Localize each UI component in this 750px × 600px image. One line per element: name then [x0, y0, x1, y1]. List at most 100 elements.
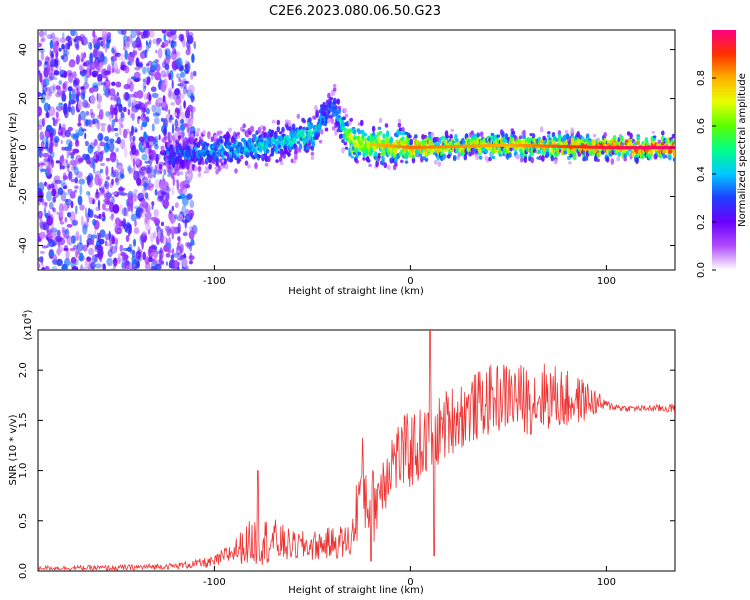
heatmap-x-tick-label: 0: [407, 276, 413, 287]
heatmap-cell: [126, 247, 132, 252]
heatmap-cell: [185, 106, 190, 115]
heatmap-cell: [363, 132, 368, 137]
heatmap-cell: [95, 263, 102, 269]
heatmap-cell: [78, 178, 86, 185]
heatmap-cell: [91, 70, 99, 78]
heatmap-cell: [331, 126, 336, 131]
heatmap-cell: [183, 83, 187, 90]
heatmap-cell: [65, 35, 71, 42]
heatmap-cell: [75, 231, 80, 241]
heatmap-cell: [46, 34, 53, 40]
heatmap-cell: [46, 61, 51, 69]
heatmap-cell: [59, 210, 64, 218]
heatmap-cell: [69, 211, 76, 223]
heatmap-cell: [128, 94, 136, 98]
heatmap-cell: [111, 191, 118, 196]
heatmap-cell: [111, 178, 114, 186]
heatmap-cell: [215, 169, 219, 175]
colorbar-ticks: 0.0 0.2 0.4 0.6 0.8: [696, 70, 716, 278]
snr-series-line: [38, 330, 675, 571]
heatmap-y-tick-label: 40: [18, 43, 29, 56]
heatmap-cell: [278, 131, 283, 135]
heatmap-cell: [133, 193, 137, 202]
heatmap-cell: [173, 171, 177, 176]
heatmap-cell: [81, 40, 84, 45]
heatmap-cell: [152, 168, 157, 179]
heatmap-cell: [131, 102, 134, 112]
heatmap-cell: [42, 94, 46, 98]
heatmap-cell: [163, 168, 167, 176]
heatmap-cell: [537, 149, 542, 154]
heatmap-cell: [120, 112, 125, 122]
heatmap-cell: [154, 138, 158, 143]
heatmap-cell: [531, 133, 536, 139]
heatmap-cell: [99, 229, 106, 238]
heatmap-cell: [517, 138, 522, 144]
heatmap-cell: [38, 263, 41, 269]
heatmap-cell: [100, 82, 107, 86]
heatmap-cell: [53, 76, 58, 81]
heatmap-cell: [74, 139, 80, 147]
heatmap-cell: [104, 180, 110, 190]
heatmap-cell: [153, 244, 158, 251]
heatmap-cell: [96, 215, 99, 219]
heatmap-cell: [123, 83, 131, 90]
heatmap-cell: [46, 229, 53, 235]
heatmap-cell: [160, 83, 167, 93]
heatmap-cell: [86, 241, 89, 248]
heatmap-cell: [111, 56, 115, 67]
heatmap-cell: [176, 138, 181, 142]
heatmap-cell: [148, 154, 153, 166]
heatmap-cell: [74, 84, 78, 94]
heatmap-cell: [170, 102, 175, 106]
heatmap-cell: [189, 226, 194, 232]
heatmap-cell: [508, 152, 512, 158]
heatmap-cell: [109, 138, 115, 144]
heatmap-cell: [95, 206, 99, 212]
heatmap-cell: [52, 36, 60, 45]
heatmap-cell: [61, 43, 65, 50]
heatmap-cell: [64, 216, 68, 223]
heatmap-cell: [128, 167, 134, 174]
heatmap-cell: [171, 79, 174, 89]
heatmap-cell: [120, 111, 125, 119]
heatmap-cell: [236, 135, 241, 139]
heatmap-cell: [154, 217, 161, 227]
heatmap-cell: [142, 182, 149, 188]
heatmap-cell: [92, 30, 96, 38]
heatmap-cell: [437, 161, 442, 167]
heatmap-cell: [214, 147, 218, 152]
heatmap-cell: [181, 205, 187, 217]
heatmap-cell: [93, 43, 101, 50]
heatmap-cell: [97, 144, 101, 154]
heatmap-cell: [409, 138, 414, 143]
heatmap-cell: [276, 126, 281, 133]
heatmap-cell: [183, 141, 188, 145]
heatmap-cell: [100, 186, 105, 194]
heatmap-cell: [636, 134, 640, 141]
heatmap-cell: [174, 131, 178, 139]
heatmap-cell: [367, 159, 371, 163]
heatmap-cell: [470, 130, 475, 135]
heatmap-cell: [210, 136, 215, 142]
heatmap-cell: [179, 93, 185, 100]
heatmap-cell: [153, 231, 157, 240]
heatmap-cell: [133, 91, 139, 99]
heatmap-cell: [394, 148, 398, 154]
heatmap-cell: [147, 173, 153, 179]
heatmap-cell: [111, 47, 115, 54]
heatmap-cell: [421, 134, 425, 140]
heatmap-cell: [172, 47, 177, 55]
heatmap-cell: [150, 266, 156, 270]
heatmap-cell: [102, 203, 106, 211]
heatmap-cell: [87, 144, 94, 154]
heatmap-cell: [144, 85, 147, 89]
heatmap-cell: [652, 137, 657, 141]
heatmap-cell: [126, 36, 130, 42]
heatmap-cell: [144, 213, 147, 217]
heatmap-cell: [296, 140, 301, 145]
heatmap-cell: [136, 177, 142, 186]
heatmap-cell: [360, 119, 364, 127]
heatmap-cell: [636, 140, 640, 146]
heatmap-cell: [182, 86, 188, 95]
